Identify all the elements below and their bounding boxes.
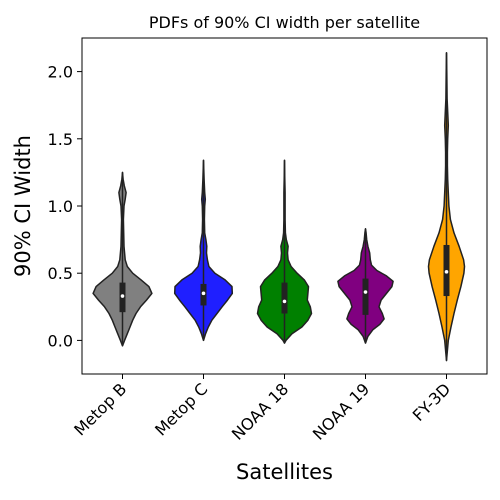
x-tick-label: NOAA 18 xyxy=(228,379,292,443)
y-tick-label: 1.0 xyxy=(48,197,73,216)
violin-median-dot xyxy=(201,291,206,296)
y-tick-label: 0.0 xyxy=(48,331,73,350)
violins-layer xyxy=(92,52,466,362)
x-axis: Metop B Metop C NOAA 18 NOAA 19 FY-3D xyxy=(70,374,454,444)
violin-iqr-box xyxy=(281,282,288,314)
x-tick-label: Metop C xyxy=(151,379,211,439)
x-axis-label: Satellites xyxy=(236,460,333,484)
violin-median-dot xyxy=(444,270,449,274)
x-tick-label: NOAA 19 xyxy=(309,379,373,443)
chart-title: PDFs of 90% CI width per satellite xyxy=(148,13,421,32)
y-tick-label: 2.0 xyxy=(48,63,73,82)
x-tick-label: FY-3D xyxy=(409,379,455,425)
plot-frame xyxy=(81,37,488,375)
violin-median-dot xyxy=(363,290,368,294)
violin-iqr-box xyxy=(362,278,369,315)
violin-median-dot xyxy=(120,294,125,298)
y-axis: 0.0 0.5 1.0 1.5 2.0 xyxy=(48,63,82,350)
x-tick-label: Metop B xyxy=(70,379,130,439)
y-tick-label: 0.5 xyxy=(48,264,73,283)
violin-median-dot xyxy=(282,299,287,304)
y-tick-label: 1.5 xyxy=(48,130,73,149)
